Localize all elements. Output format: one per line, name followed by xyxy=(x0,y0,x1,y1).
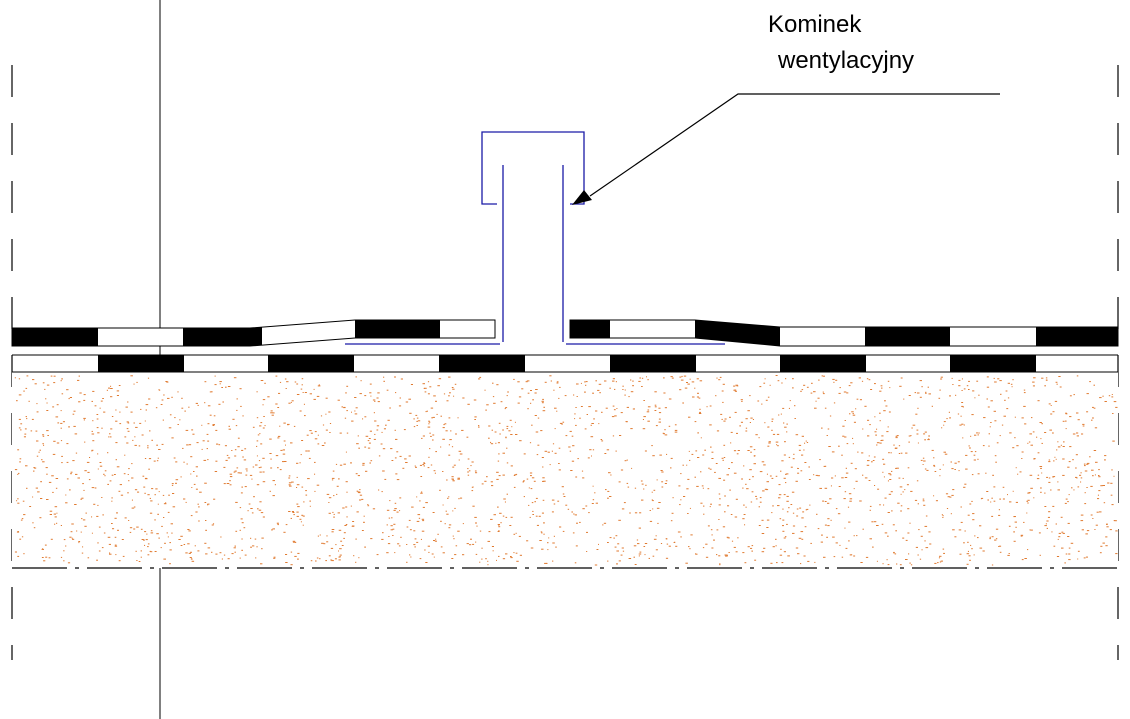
annotation-line-2: wentylacyjny xyxy=(777,47,914,74)
membrane-block xyxy=(98,355,184,372)
insulation-layer xyxy=(12,371,1118,568)
ventilation-chimney xyxy=(345,131,725,345)
lower-membrane-layer xyxy=(12,354,1118,372)
membrane-block xyxy=(780,355,866,372)
upper-membrane-left xyxy=(11,319,496,347)
membrane-block xyxy=(950,355,1036,372)
membrane-block xyxy=(610,355,696,372)
annotation-leader xyxy=(572,93,1000,205)
arrow-head-icon xyxy=(572,190,592,205)
membrane-block xyxy=(268,355,354,372)
insulation-dots xyxy=(14,375,1118,566)
annotation-line-1: Kominek xyxy=(768,11,862,38)
membrane-block xyxy=(439,355,525,372)
upper-membrane-right xyxy=(569,319,1119,347)
